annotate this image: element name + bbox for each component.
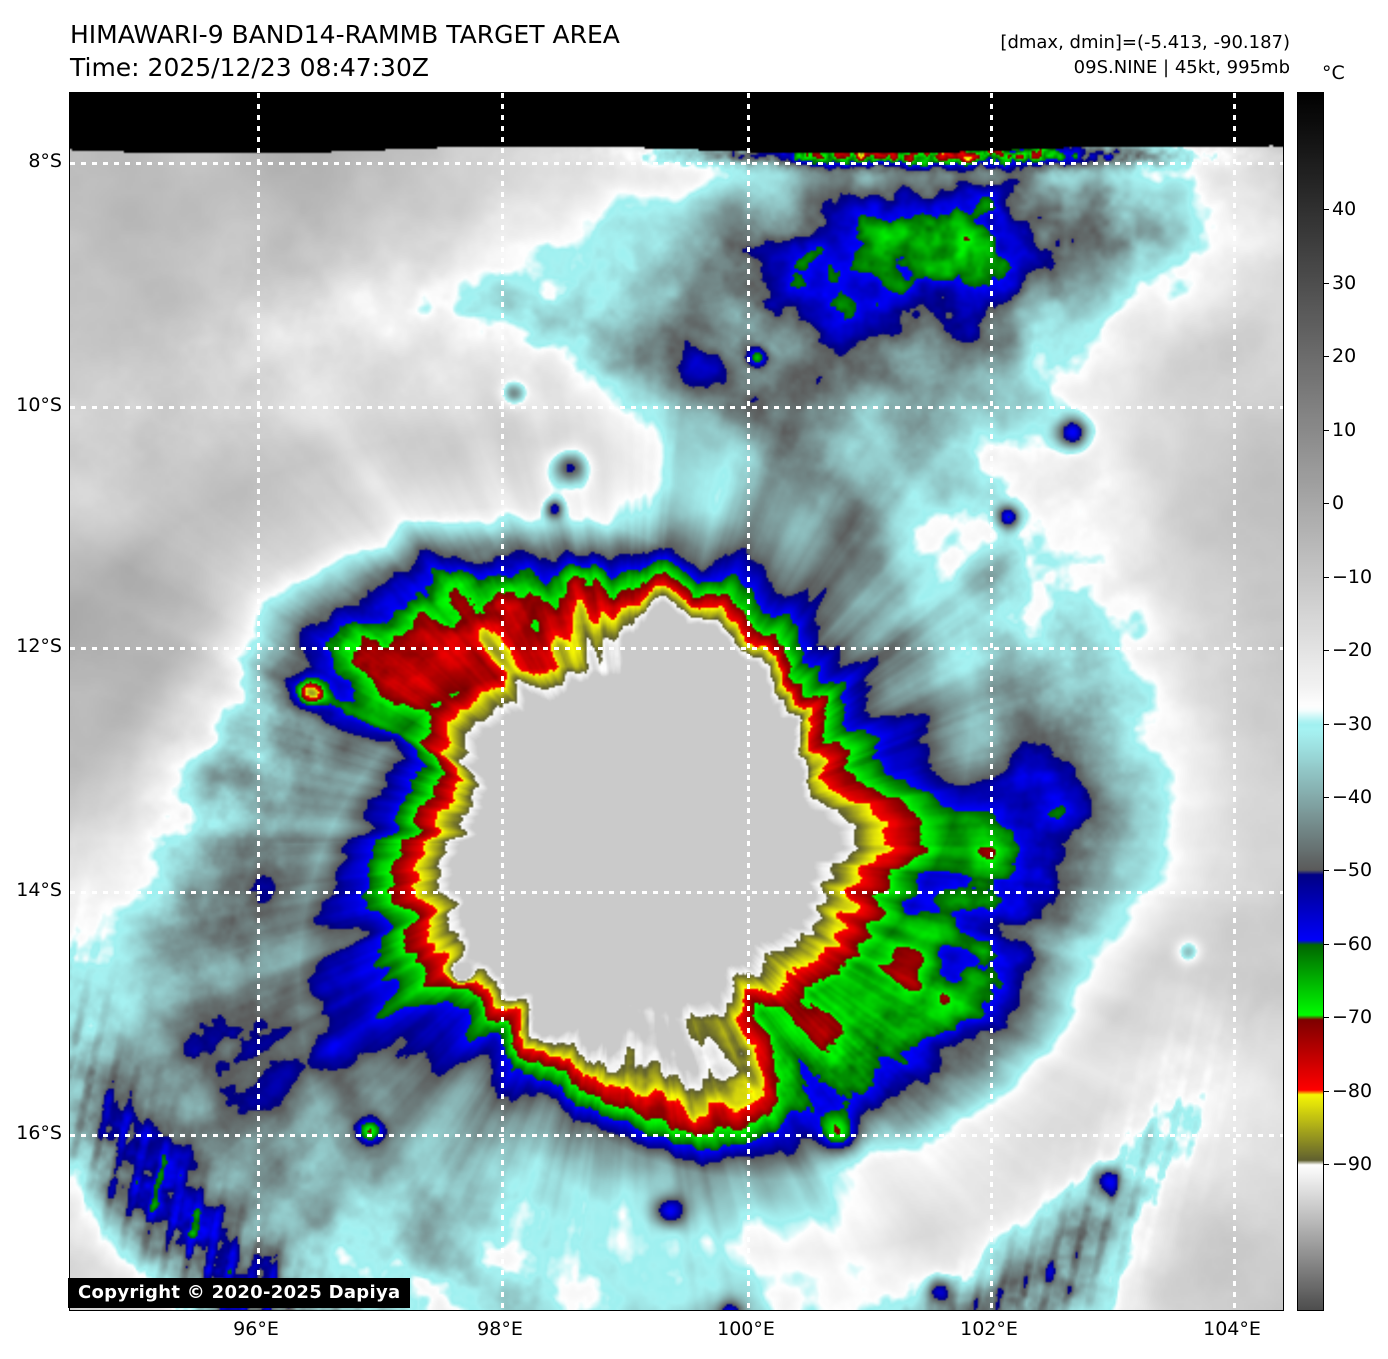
- colorbar-tick-label: 0: [1332, 492, 1345, 515]
- colorbar-tick-label: −50: [1332, 859, 1373, 882]
- latitude-tick-label: 10°S: [16, 394, 62, 416]
- colorbar-tick-mark: [1324, 797, 1329, 798]
- longitude-tick-label: 104°E: [1203, 1318, 1261, 1340]
- storm-intensity-readout: 09S.NINE | 45kt, 995mb: [1073, 57, 1290, 78]
- colorbar-tick-label: 40: [1332, 198, 1357, 221]
- colorbar-tick-mark: [1324, 356, 1329, 357]
- latitude-tick-label: 8°S: [28, 150, 62, 172]
- colorbar-tick-label: −20: [1332, 639, 1373, 662]
- colorbar-tick-label: −30: [1332, 712, 1373, 735]
- colorbar-tick-mark: [1324, 430, 1329, 431]
- colorbar-tick-mark: [1324, 577, 1329, 578]
- colorbar-tick-label: 20: [1332, 345, 1357, 368]
- colorbar-tick-mark: [1324, 1164, 1329, 1165]
- title-line-1: HIMAWARI-9 BAND14-RAMMB TARGET AREA: [70, 20, 620, 49]
- title-line-2: Time: 2025/12/23 08:47:30Z: [70, 53, 429, 82]
- temperature-colorbar[interactable]: [1297, 92, 1324, 1311]
- satellite-image-plot[interactable]: [69, 92, 1284, 1311]
- page-title: HIMAWARI-9 BAND14-RAMMB TARGET AREA Time…: [70, 18, 620, 84]
- colorbar-tick-label: 30: [1332, 271, 1357, 294]
- colorbar-tick-label: −40: [1332, 785, 1373, 808]
- colorbar-tick-label: −60: [1332, 932, 1373, 955]
- dmax-dmin-readout: [dmax, dmin]=(-5.413, -90.187): [1000, 32, 1290, 53]
- longitude-tick-label: 102°E: [960, 1318, 1018, 1340]
- colorbar-tick-mark: [1324, 650, 1329, 651]
- colorbar-tick-mark: [1324, 209, 1329, 210]
- colorbar-tick-label: −80: [1332, 1079, 1373, 1102]
- colorbar-tick-mark: [1324, 944, 1329, 945]
- colorbar-tick-mark: [1324, 724, 1329, 725]
- longitude-tick-label: 98°E: [477, 1318, 523, 1340]
- colorbar-gradient: [1298, 93, 1323, 1310]
- colorbar-tick-mark: [1324, 1017, 1329, 1018]
- satellite-imagery-canvas[interactable]: [70, 93, 1283, 1310]
- colorbar-tick-mark: [1324, 503, 1329, 504]
- longitude-tick-label: 100°E: [717, 1318, 775, 1340]
- copyright-banner: Copyright © 2020-2025 Dapiya: [68, 1278, 411, 1308]
- colorbar-tick-mark: [1324, 283, 1329, 284]
- latitude-tick-label: 14°S: [16, 879, 62, 901]
- colorbar-tick-label: 10: [1332, 418, 1357, 441]
- colorbar-tick-mark: [1324, 1091, 1329, 1092]
- colorbar-tick-label: −10: [1332, 565, 1373, 588]
- latitude-tick-label: 12°S: [16, 635, 62, 657]
- longitude-tick-label: 96°E: [233, 1318, 279, 1340]
- latitude-tick-label: 16°S: [16, 1122, 62, 1144]
- colorbar-tick-label: −90: [1332, 1153, 1373, 1176]
- colorbar-tick-mark: [1324, 870, 1329, 871]
- colorbar-unit-label: °C: [1322, 62, 1345, 84]
- metadata-block: [dmax, dmin]=(-5.413, -90.187) 09S.NINE …: [1000, 30, 1290, 80]
- colorbar-tick-label: −70: [1332, 1006, 1373, 1029]
